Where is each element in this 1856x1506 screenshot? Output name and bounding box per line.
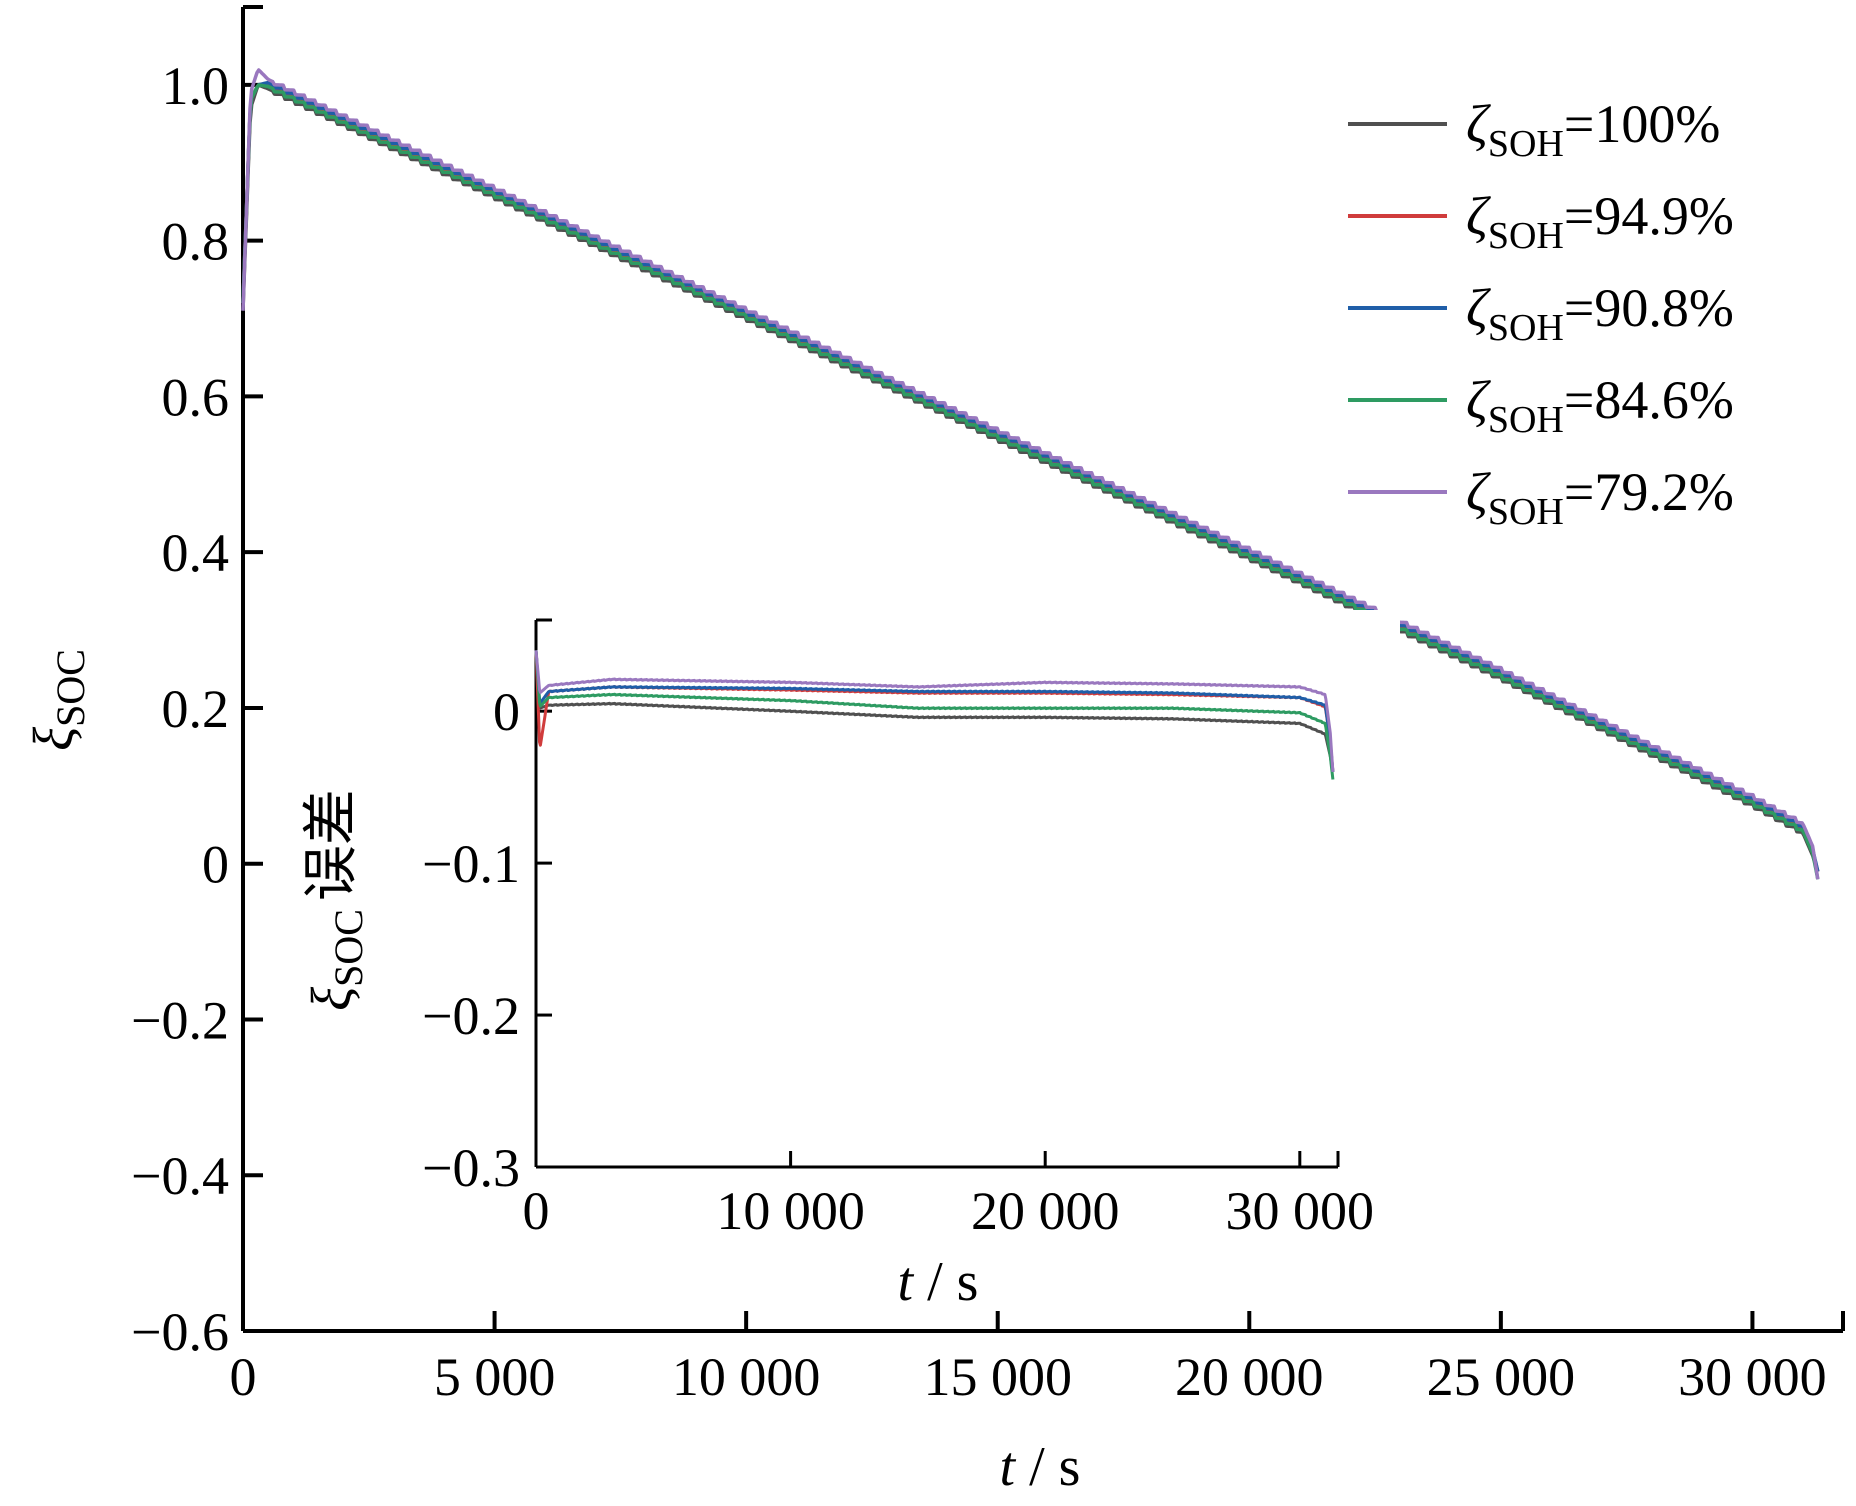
inset-backdrop [290, 610, 1400, 1300]
x-tick-label: 10 000 [716, 1181, 865, 1241]
series-line [241, 83, 1820, 873]
inset-series-line [534, 650, 1335, 773]
y-tick-label: 0.6 [162, 367, 230, 427]
x-axis-title-var: t [1000, 1436, 1017, 1498]
inset-series-line [534, 650, 1335, 773]
y-tick-label: −0.2 [422, 986, 520, 1046]
legend-label-value: =94.9% [1564, 186, 1734, 246]
y-tick-label: 0.4 [162, 523, 230, 583]
legend-label-sub: SOH [1488, 491, 1564, 533]
y-tick-label: −0.2 [131, 990, 229, 1050]
legend-label-sub: SOH [1488, 215, 1564, 257]
x-axis-title-unit: / s [1015, 1436, 1080, 1498]
x-tick-label: 10 000 [672, 1347, 821, 1407]
inset-background [290, 610, 1400, 1300]
y-axis-title: ξSOC [23, 649, 93, 751]
y-tick-label: 0 [202, 835, 229, 895]
y-tick-label: −0.6 [131, 1302, 229, 1362]
x-tick-label: 0 [230, 1347, 257, 1407]
y-axis-title-sym: ξ [23, 727, 85, 751]
y-tick-label: −0.1 [422, 834, 520, 894]
legend-label-sub: SOH [1488, 123, 1564, 165]
inset-x-axis-title-var: t [898, 1251, 915, 1313]
y-tick-label: −0.4 [131, 1146, 229, 1206]
legend-label-sym: ζ [1466, 370, 1491, 430]
legend-label: ζSOH=79.2% [1466, 462, 1734, 533]
legend-label-value: =90.8% [1564, 278, 1734, 338]
x-tick-label: 20 000 [1175, 1347, 1324, 1407]
inset-x-axis-title-unit: / s [913, 1251, 978, 1313]
y-axis-title-sub: SOC [48, 649, 93, 727]
inset-series-line [534, 650, 1335, 773]
legend-label: ζSOH=90.8% [1466, 278, 1734, 349]
inset-series-line [534, 650, 1335, 780]
series-line [241, 83, 1820, 880]
legend-label-sub: SOH [1488, 399, 1564, 441]
legend-label: ζSOH=84.6% [1466, 370, 1734, 441]
legend: ζSOH=100%ζSOH=94.9%ζSOH=90.8%ζSOH=84.6%ζ… [1348, 94, 1734, 533]
inset-y-axis-title: ξSOC 误差 [299, 789, 371, 1011]
inset-y-axis-title-suffix: 误差 [299, 789, 364, 901]
legend-label-sub: SOH [1488, 307, 1564, 349]
x-tick-label: 25 000 [1427, 1347, 1576, 1407]
inset-x-axis-title: t / s [898, 1251, 979, 1313]
y-tick-label: 0.2 [162, 679, 230, 739]
x-axis-title: t / s [1000, 1436, 1081, 1498]
y-tick-label: 0 [493, 682, 520, 742]
inset-y-axis-title-sub: SOC [326, 909, 371, 987]
y-tick-label: 0.8 [162, 212, 230, 272]
legend-label-value: =79.2% [1564, 462, 1734, 522]
series-line [241, 68, 1820, 880]
legend-label: ζSOH=94.9% [1466, 186, 1734, 257]
legend-label-value: =100% [1564, 94, 1720, 154]
x-tick-label: 20 000 [971, 1181, 1120, 1241]
inset-plot-panel: −0.3 −0.2 −0.1 0 0 10 000 20 000 30 000 t / s ξSO… [299, 618, 1375, 1313]
y-tick-label: −0.3 [422, 1138, 520, 1198]
legend-label-value: =84.6% [1564, 370, 1734, 430]
x-tick-label: 0 [523, 1181, 550, 1241]
legend-label-sym: ζ [1466, 278, 1491, 338]
y-tick-label: 1.0 [162, 56, 230, 116]
legend-label-sym: ζ [1466, 462, 1491, 522]
x-tick-label: 30 000 [1678, 1347, 1827, 1407]
main-plot-panel: −0.6 −0.4 −0.2 0 0.2 0.4 0.6 0.8 1.0 0 5 000 10 000… [23, 5, 1845, 1498]
x-tick-label: 5 000 [434, 1347, 556, 1407]
inset-y-axis-title-sym: ξ [301, 987, 363, 1011]
legend-label-sym: ζ [1466, 186, 1491, 246]
legend-label-sym: ζ [1466, 94, 1491, 154]
legend-label: ζSOH=100% [1466, 94, 1720, 165]
x-tick-label: 30 000 [1226, 1181, 1375, 1241]
x-tick-label: 15 000 [923, 1347, 1072, 1407]
